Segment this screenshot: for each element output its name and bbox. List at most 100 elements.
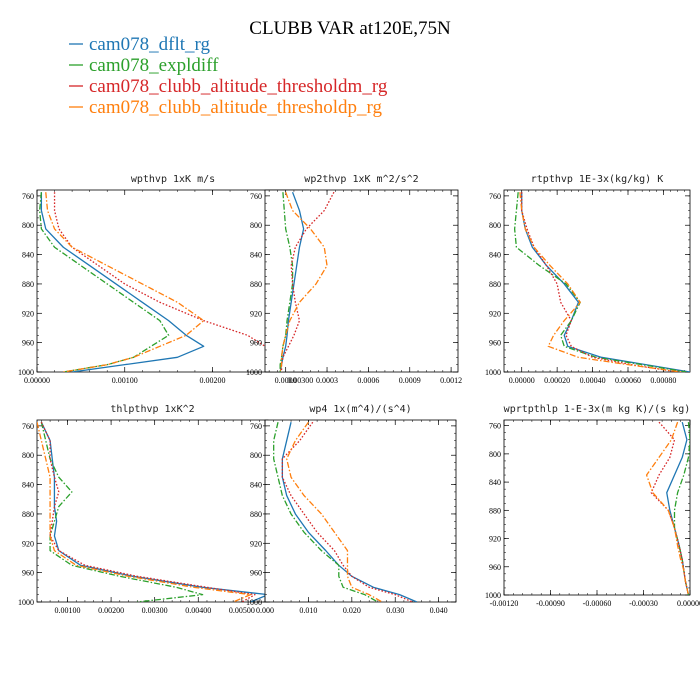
x-tick-label: 0.020 bbox=[343, 606, 361, 615]
series-line-4 bbox=[37, 422, 252, 602]
legend-label: cam078_expldiff bbox=[89, 55, 219, 76]
y-tick-label: 880 bbox=[489, 280, 501, 289]
series-group bbox=[513, 192, 690, 372]
x-tick-label: 0.00000 bbox=[677, 599, 700, 608]
series-line-4 bbox=[286, 421, 383, 602]
y-tick-label: 760 bbox=[22, 422, 34, 431]
x-tick-label: 0.00100 bbox=[55, 606, 81, 615]
series-line-3 bbox=[521, 192, 678, 372]
x-tick-label: -0.00030 bbox=[629, 599, 658, 608]
y-tick-label: 920 bbox=[250, 309, 262, 318]
y-tick-label: 760 bbox=[489, 192, 501, 201]
x-tick-label: 0.010 bbox=[299, 606, 317, 615]
x-tick-label: 0.0003 bbox=[316, 376, 338, 385]
x-tick-label: 0.00040 bbox=[580, 376, 606, 385]
panel: wpthvp 1xK m/s 0.00000 0.00100 0.00200 0.003… bbox=[18, 174, 313, 385]
figure-title: CLUBB VAR at120E,75N bbox=[249, 18, 451, 39]
x-tick-label: 0.00000 bbox=[509, 376, 535, 385]
y-tick-label: 960 bbox=[250, 339, 262, 348]
series-line-1 bbox=[40, 421, 268, 602]
x-tick-label: 0.030 bbox=[386, 606, 404, 615]
series-line-3 bbox=[280, 191, 335, 372]
y-tick-label: 880 bbox=[22, 280, 34, 289]
series-line-2 bbox=[279, 192, 294, 372]
panel: rtpthvp 1E-3x(kg/kg) K 0.00000 0.00020 0.00… bbox=[485, 174, 691, 385]
plot-frame bbox=[36, 419, 269, 603]
legend-entry: cam078_expldiff bbox=[69, 55, 219, 76]
panel-title: wprtpthlp 1-E-3x(m kg K)/(s kg) bbox=[504, 404, 691, 415]
series-line-3 bbox=[40, 421, 256, 602]
y-tick-label: 960 bbox=[22, 569, 34, 578]
x-tick-label: 0.00400 bbox=[185, 606, 211, 615]
series-group bbox=[37, 421, 268, 602]
y-tick-label: 800 bbox=[250, 221, 262, 230]
y-tick-label: 1000 bbox=[246, 368, 262, 377]
legend-entry: cam078_clubb_altitude_thresholdm_rg bbox=[69, 76, 388, 97]
series-group bbox=[38, 192, 309, 372]
series-line-1 bbox=[40, 192, 205, 372]
series-line-3 bbox=[650, 421, 690, 595]
y-tick-label: 1000 bbox=[18, 368, 34, 377]
legend: cam078_dflt_rgcam078_expldiffcam078_club… bbox=[69, 34, 388, 118]
plot-frame bbox=[503, 189, 691, 373]
x-tick-label: 0.00080 bbox=[650, 376, 676, 385]
y-tick-label: 960 bbox=[489, 339, 501, 348]
x-tick-label: -0.00120 bbox=[490, 599, 519, 608]
panel: wp2thvp 1xK m^2/s^2 0.0000 0.0003 0.0006 0.0… bbox=[246, 174, 462, 385]
x-tick-label: 0.0012 bbox=[440, 376, 462, 385]
panel-title: wp2thvp 1xK m^2/s^2 bbox=[304, 174, 418, 185]
panel-title: wp4 1x(m^4)/(s^4) bbox=[309, 404, 411, 415]
y-tick-label: 880 bbox=[250, 280, 262, 289]
y-tick-label: 1000 bbox=[246, 598, 262, 607]
x-tick-label: 0.0006 bbox=[357, 376, 379, 385]
y-tick-label: 760 bbox=[250, 422, 262, 431]
y-tick-label: 920 bbox=[22, 539, 34, 548]
panel-title: rtpthvp 1E-3x(kg/kg) K bbox=[531, 174, 663, 185]
y-tick-label: 960 bbox=[489, 563, 501, 572]
series-line-1 bbox=[279, 191, 305, 372]
plot-frame bbox=[264, 189, 459, 373]
series-group bbox=[279, 191, 335, 372]
x-tick-label: 0.00500 bbox=[229, 606, 255, 615]
series-line-4 bbox=[519, 192, 682, 372]
x-tick-label: 0.000 bbox=[256, 606, 274, 615]
panel: thlpthvp 1xK^2 0.00100 0.00200 0.00300 0.004… bbox=[18, 404, 269, 615]
series-group bbox=[273, 421, 418, 602]
y-tick-label: 840 bbox=[22, 481, 34, 490]
series-line-3 bbox=[53, 192, 309, 372]
x-tick-label: -0.00060 bbox=[583, 599, 612, 608]
y-tick-label: 760 bbox=[250, 192, 262, 201]
y-tick-label: 840 bbox=[250, 251, 262, 260]
plot-frame bbox=[264, 419, 457, 603]
y-tick-label: 800 bbox=[22, 451, 34, 460]
y-tick-label: 760 bbox=[22, 192, 34, 201]
y-tick-label: 920 bbox=[489, 535, 501, 544]
x-tick-label: -0.00090 bbox=[536, 599, 565, 608]
x-tick-label: 0.00000 bbox=[24, 376, 50, 385]
x-tick-label: 0.00020 bbox=[544, 376, 570, 385]
y-tick-label: 800 bbox=[489, 221, 501, 230]
y-tick-label: 960 bbox=[250, 569, 262, 578]
y-tick-label: 800 bbox=[489, 450, 501, 459]
legend-entry: cam078_dflt_rg bbox=[69, 34, 211, 55]
plot-frame bbox=[503, 419, 691, 596]
y-tick-label: 840 bbox=[22, 251, 34, 260]
y-tick-label: 840 bbox=[489, 251, 501, 260]
panels: wpthvp 1xK m/s 0.00000 0.00100 0.00200 0.003… bbox=[18, 174, 700, 615]
y-tick-label: 840 bbox=[250, 481, 262, 490]
x-tick-label: 0.040 bbox=[430, 606, 448, 615]
y-tick-label: 960 bbox=[22, 339, 34, 348]
y-tick-label: 840 bbox=[489, 478, 501, 487]
series-line-2 bbox=[38, 192, 170, 372]
y-tick-label: 920 bbox=[489, 309, 501, 318]
x-tick-label: 0.00300 bbox=[287, 376, 313, 385]
x-tick-label: 0.00100 bbox=[112, 376, 138, 385]
panel-title: thlpthvp 1xK^2 bbox=[110, 404, 194, 415]
x-tick-label: 0.00200 bbox=[98, 606, 124, 615]
series-line-2 bbox=[40, 422, 204, 602]
y-tick-label: 800 bbox=[22, 221, 34, 230]
y-tick-label: 880 bbox=[250, 510, 262, 519]
y-tick-label: 920 bbox=[22, 309, 34, 318]
y-tick-label: 1000 bbox=[485, 591, 501, 600]
